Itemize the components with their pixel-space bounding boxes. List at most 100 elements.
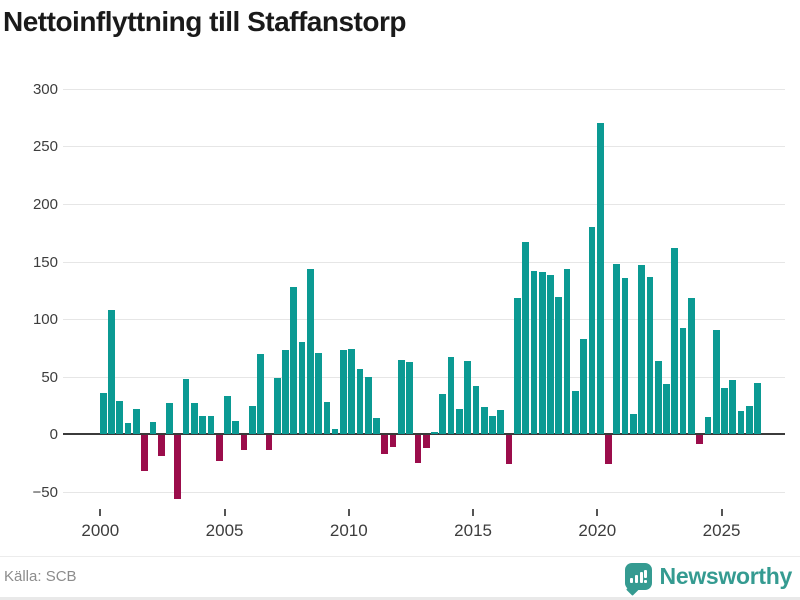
bar (497, 410, 505, 435)
x-axis-label: 2025 (702, 521, 741, 540)
bar (596, 123, 604, 435)
bar (282, 350, 289, 435)
bar (265, 435, 273, 451)
bar (489, 415, 496, 435)
bar (671, 247, 679, 435)
bar (613, 263, 621, 435)
bar (315, 352, 322, 435)
bar (340, 350, 347, 435)
bar (356, 368, 364, 435)
gridline (63, 319, 785, 321)
bar (331, 428, 339, 435)
bar (298, 342, 306, 435)
bar (663, 383, 670, 435)
bar (132, 409, 140, 435)
bar (745, 405, 753, 435)
bar (522, 242, 530, 435)
bar (248, 405, 256, 435)
bar (572, 390, 579, 435)
y-axis-label: 300 (32, 80, 58, 98)
bar (273, 377, 281, 435)
newsworthy-wordmark: Newsworthy (659, 563, 793, 589)
bar (422, 435, 430, 448)
bar (323, 402, 331, 435)
gridline (63, 204, 785, 206)
gridline (63, 491, 785, 493)
bar (563, 268, 571, 435)
bar (638, 265, 645, 435)
x-axis-tick (596, 509, 599, 516)
bar (373, 418, 380, 435)
bar (215, 435, 223, 461)
bar (406, 361, 414, 435)
bar (530, 270, 538, 435)
bar (456, 409, 463, 435)
y-axis-label: 50 (41, 368, 58, 386)
bar (306, 268, 314, 435)
y-axis-label: 200 (32, 196, 58, 214)
x-axis-label: 2000 (81, 521, 120, 540)
bar (480, 406, 488, 435)
gridline (63, 88, 785, 90)
bar (505, 435, 513, 465)
bar (538, 272, 546, 435)
bar (439, 394, 447, 435)
footer-divider (0, 556, 800, 557)
chart-title: Nettoinflyttning till Staffanstorp (3, 6, 406, 37)
bar (182, 379, 190, 435)
bar (472, 385, 480, 435)
bar (414, 435, 422, 463)
bar (141, 435, 148, 471)
x-axis-label: 2015 (454, 521, 492, 540)
bar (447, 357, 455, 435)
bar (240, 435, 248, 451)
gridline (63, 261, 785, 263)
y-axis-label: 150 (32, 253, 58, 271)
bar (712, 329, 720, 435)
bar (555, 297, 563, 435)
bar (580, 338, 587, 435)
bar (729, 380, 737, 435)
bar (99, 392, 107, 435)
bar (224, 396, 231, 435)
bar (679, 328, 687, 435)
bar (704, 417, 712, 435)
x-axis-label: 2020 (578, 521, 617, 540)
x-axis-tick (223, 509, 226, 516)
bar (199, 415, 206, 435)
bar (464, 360, 472, 435)
bar (687, 298, 695, 435)
bar (149, 421, 157, 435)
bar (721, 388, 728, 435)
bar (654, 360, 662, 435)
y-axis-label: 250 (32, 138, 58, 156)
bar (754, 382, 761, 435)
bar (389, 435, 397, 447)
bar (257, 353, 264, 435)
bar (737, 411, 745, 435)
gridline (63, 146, 785, 148)
bar (348, 349, 356, 435)
bar (207, 415, 215, 435)
bar (514, 298, 521, 435)
bar (108, 309, 115, 435)
bar (124, 422, 132, 435)
bar (630, 413, 637, 435)
bar (381, 435, 389, 454)
bar (116, 400, 124, 435)
bar (290, 286, 298, 435)
bar (364, 376, 372, 435)
y-axis-label: 0 (49, 426, 58, 444)
bar (232, 420, 240, 435)
bar (646, 276, 654, 435)
gridline (63, 376, 785, 378)
x-axis-label: 2010 (329, 521, 368, 540)
bar (547, 275, 554, 435)
y-axis-label: −50 (32, 483, 58, 501)
bar (190, 403, 198, 435)
x-axis-label: 2005 (205, 521, 244, 540)
x-axis-tick (720, 509, 723, 516)
bar (174, 435, 182, 499)
bar (398, 359, 405, 435)
